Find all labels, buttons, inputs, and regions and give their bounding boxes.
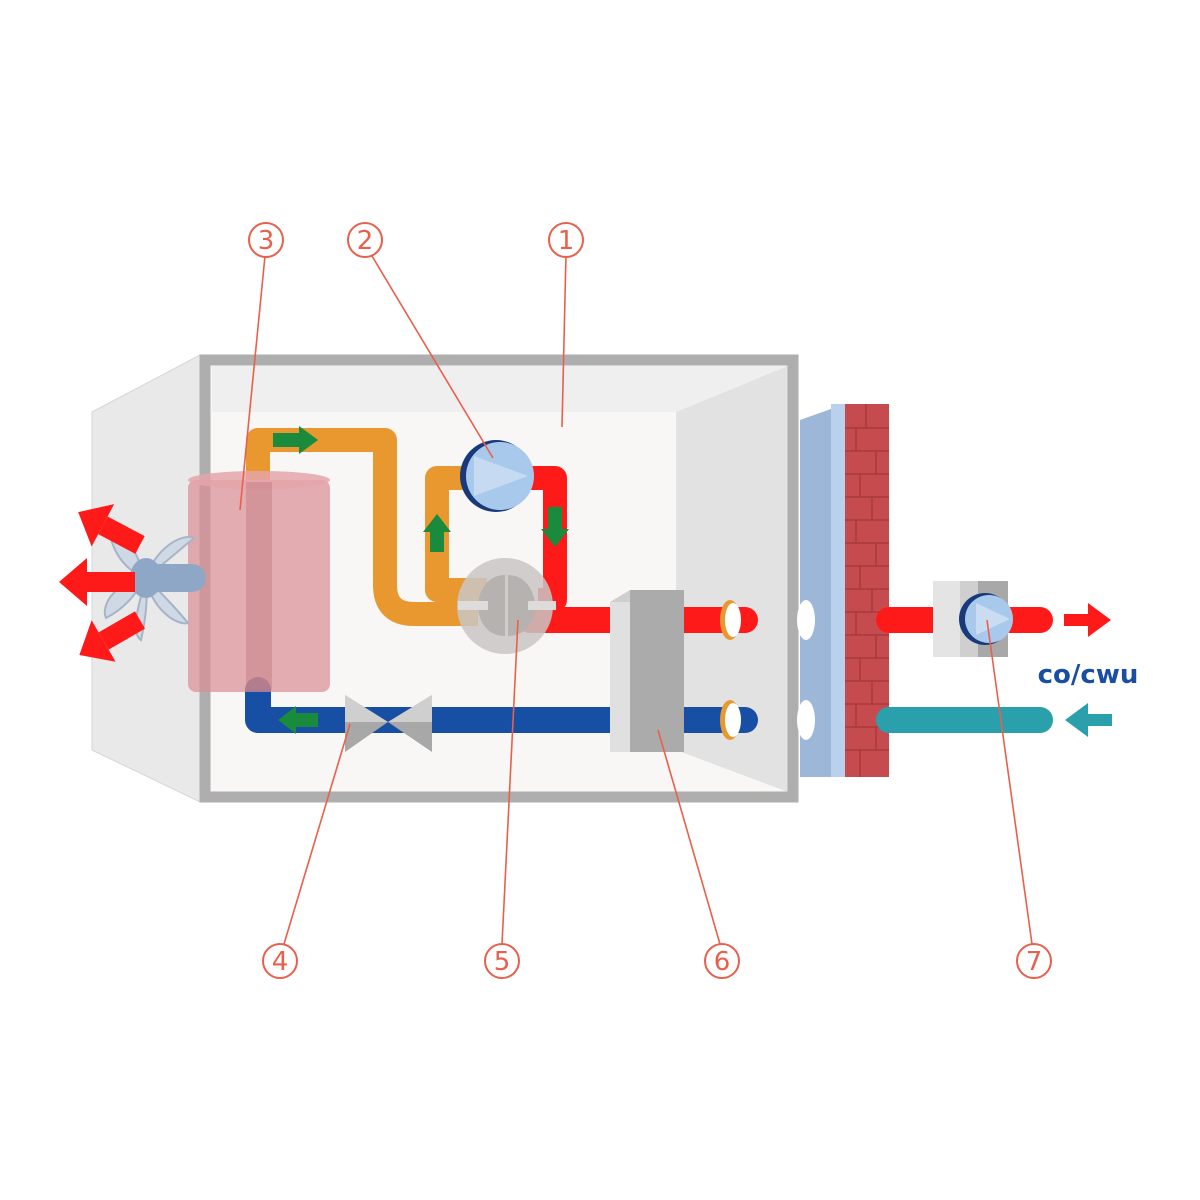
callout-7: 7 xyxy=(1016,943,1052,979)
circulation-pump-icon xyxy=(933,581,1013,657)
cold-pipe-end-inner xyxy=(725,703,741,737)
callout-5: 5 xyxy=(484,943,520,979)
callout-2: 2 xyxy=(347,222,383,258)
four-way-valve xyxy=(457,558,556,654)
heat-exchanger xyxy=(610,590,684,752)
evaporator-tank-shade xyxy=(246,482,272,690)
hot-pipe-end-inner xyxy=(725,603,741,637)
callout-1: 1 xyxy=(548,222,584,258)
svg-text:3: 3 xyxy=(258,226,275,256)
svg-text:6: 6 xyxy=(714,947,731,977)
out-flow-arrow xyxy=(1064,603,1111,637)
evaporator-tank-top xyxy=(188,471,330,489)
green-flow-arrows xyxy=(273,426,569,734)
svg-text:7: 7 xyxy=(1026,947,1043,977)
svg-text:4: 4 xyxy=(272,947,289,977)
svg-text:5: 5 xyxy=(494,947,511,977)
co-cwu-label: co/cwu xyxy=(1038,660,1139,690)
wall-hole-hot xyxy=(797,600,815,640)
svg-text:2: 2 xyxy=(357,226,374,256)
wall-insulation-front xyxy=(831,404,845,777)
unit-right-panel xyxy=(676,366,788,792)
unit-top-shade xyxy=(212,366,788,412)
svg-text:1: 1 xyxy=(558,226,575,256)
callout-3: 3 xyxy=(248,222,284,258)
callout-4: 4 xyxy=(262,943,298,979)
in-flow-arrow xyxy=(1065,703,1112,737)
expansion-valve-icon xyxy=(345,695,432,752)
compressor-icon xyxy=(460,440,534,512)
wall-hole-cold xyxy=(797,700,815,740)
exhaust-arrows xyxy=(59,504,145,662)
flow-arrow-gas-up xyxy=(423,514,451,552)
flow-arrow-gas-top xyxy=(273,426,318,454)
flow-arrow-cold-left xyxy=(278,706,318,734)
callout-6: 6 xyxy=(704,943,740,979)
flow-arrow-hot-down xyxy=(541,507,569,547)
fan-icon xyxy=(103,521,206,642)
callout-leaders xyxy=(239,253,1033,945)
gas-line xyxy=(246,428,478,626)
cold-line xyxy=(245,677,758,733)
